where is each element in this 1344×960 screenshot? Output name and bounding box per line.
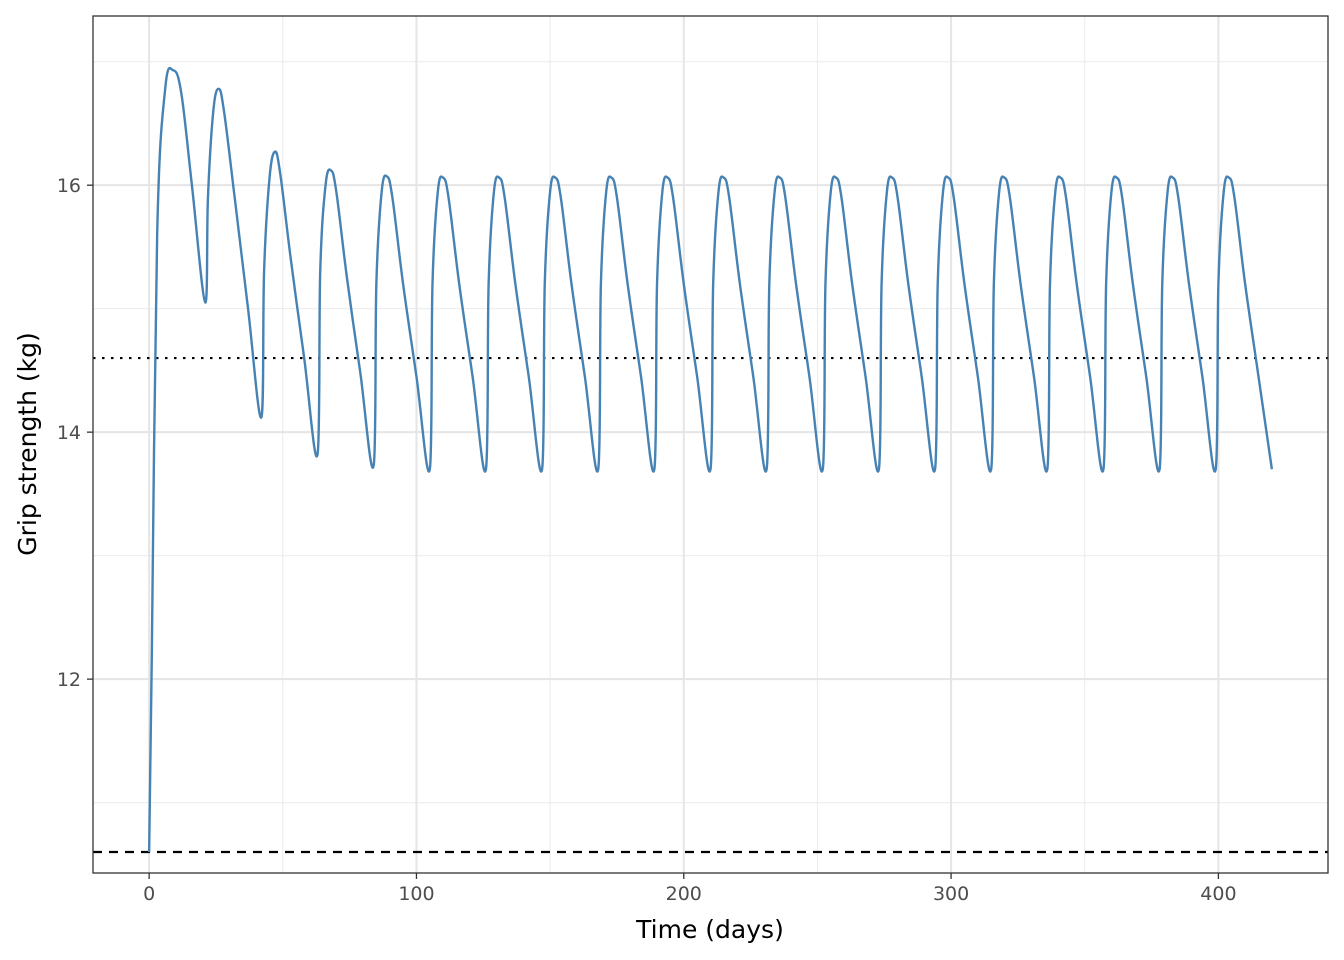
y-tick-label: 12 [57, 669, 81, 691]
series-layer [147, 66, 1274, 853]
x-tick-label: 300 [933, 883, 969, 905]
x-tick-label: 200 [666, 883, 702, 905]
reference-lines [93, 356, 1328, 854]
series-line-0 [147, 66, 1274, 853]
y-axis: 12 14 16 [57, 175, 93, 691]
minor-gridlines [93, 16, 1328, 873]
x-tick-label: 100 [398, 883, 434, 905]
y-tick-label: 14 [57, 422, 81, 444]
x-axis-title: Time (days) [635, 915, 784, 944]
x-tick-label: 0 [143, 883, 155, 905]
x-tick-label: 400 [1200, 883, 1236, 905]
x-axis: 0 100 200 300 400 [143, 873, 1237, 905]
y-axis-title: Grip strength (kg) [13, 332, 42, 556]
y-tick-label: 16 [57, 175, 81, 197]
major-gridlines [93, 16, 1328, 873]
panel-border [92, 15, 1329, 874]
